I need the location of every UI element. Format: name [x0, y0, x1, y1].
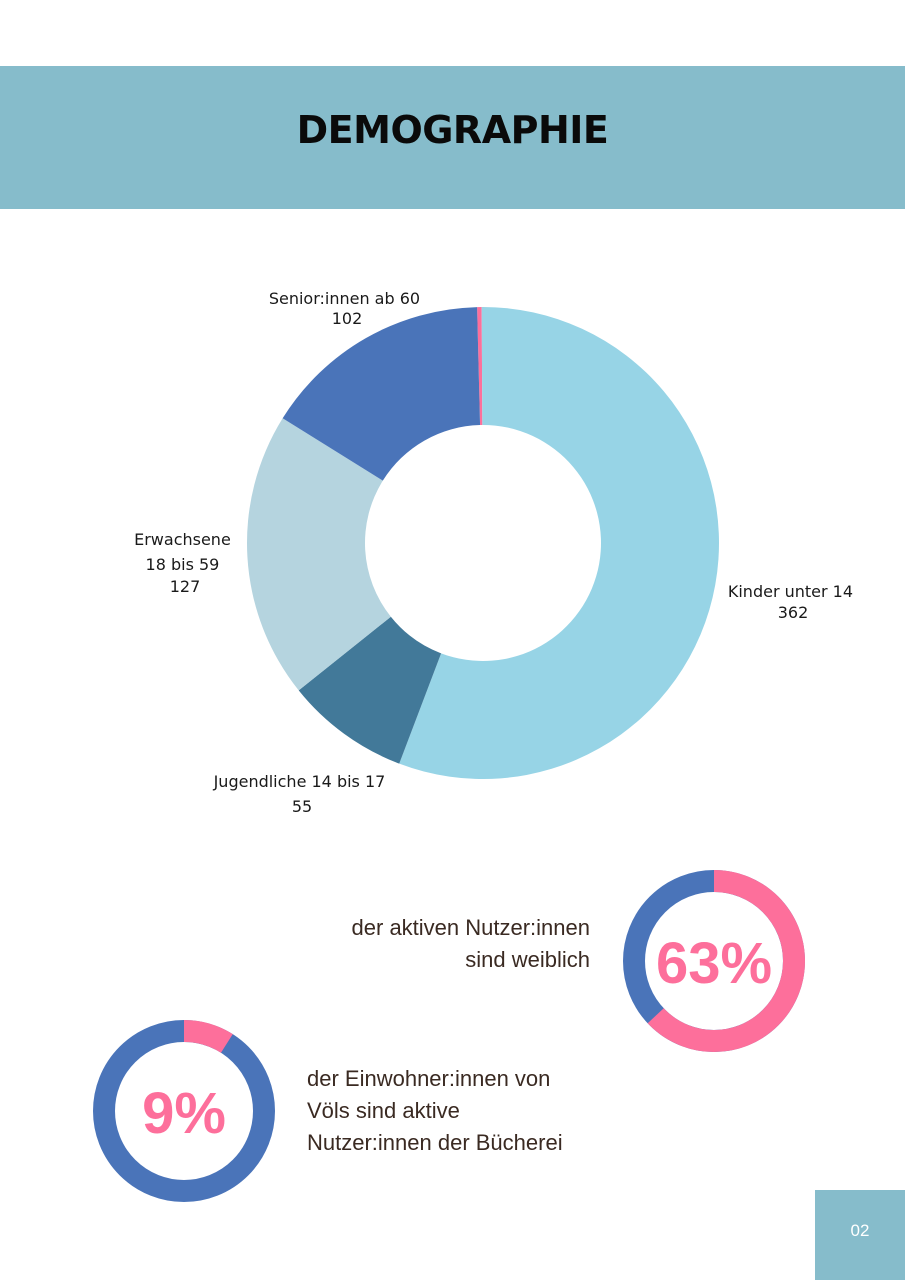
female-caption-line1: der aktiven Nutzer:innen	[351, 915, 590, 940]
page-number: 02	[850, 1221, 870, 1240]
page-title: DEMOGRAPHIE	[296, 108, 609, 152]
donut-slice-kinder	[399, 307, 719, 779]
label-senioren: Senior:innen ab 60 102	[269, 289, 425, 328]
donut-slice-senioren	[282, 307, 481, 481]
donut-slice-jugendliche	[298, 616, 442, 764]
female-caption-line2: sind weiblich	[465, 947, 590, 972]
residents-ring-arc	[183, 1020, 233, 1053]
donut-slice-sliver	[477, 307, 483, 426]
residents-caption-line1: der Einwohner:innen von	[307, 1066, 551, 1091]
donut-slices	[246, 307, 719, 779]
label-erwachsene-range: 18 bis 59	[146, 555, 220, 574]
residents-caption-line3: Nutzer:innen der Bücherei	[307, 1130, 563, 1155]
label-erwachsene: Erwachsene 18 bis 59 127	[134, 530, 236, 596]
label-kinder-name: Kinder unter 14	[728, 582, 853, 601]
female-ring-arc	[647, 870, 805, 1052]
label-jugendliche: Jugendliche 14 bis 17 55	[213, 772, 391, 816]
label-erwachsene-name: Erwachsene	[134, 530, 231, 549]
label-erwachsene-value: 127	[170, 577, 201, 596]
female-ring-chart	[623, 870, 805, 1052]
page-number-box	[815, 1190, 905, 1280]
residents-percent: 9%	[142, 1081, 226, 1146]
header-band	[0, 66, 905, 209]
label-kinder: Kinder unter 14 362	[728, 582, 858, 622]
label-jugendliche-name: Jugendliche 14 bis 17	[213, 772, 386, 791]
donut-slice-erwachsene	[246, 418, 391, 691]
female-caption: der aktiven Nutzer:innen sind weiblich	[270, 912, 590, 976]
label-kinder-value: 362	[778, 603, 809, 622]
label-senioren-name: Senior:innen ab 60	[269, 289, 420, 308]
label-senioren-value: 102	[332, 309, 363, 328]
residents-caption: der Einwohner:innen von Völs sind aktive…	[307, 1063, 627, 1159]
label-jugendliche-value: 55	[292, 797, 312, 816]
residents-caption-line2: Völs sind aktive	[307, 1098, 460, 1123]
female-percent: 63%	[656, 931, 772, 996]
residents-ring-chart	[93, 1020, 275, 1202]
